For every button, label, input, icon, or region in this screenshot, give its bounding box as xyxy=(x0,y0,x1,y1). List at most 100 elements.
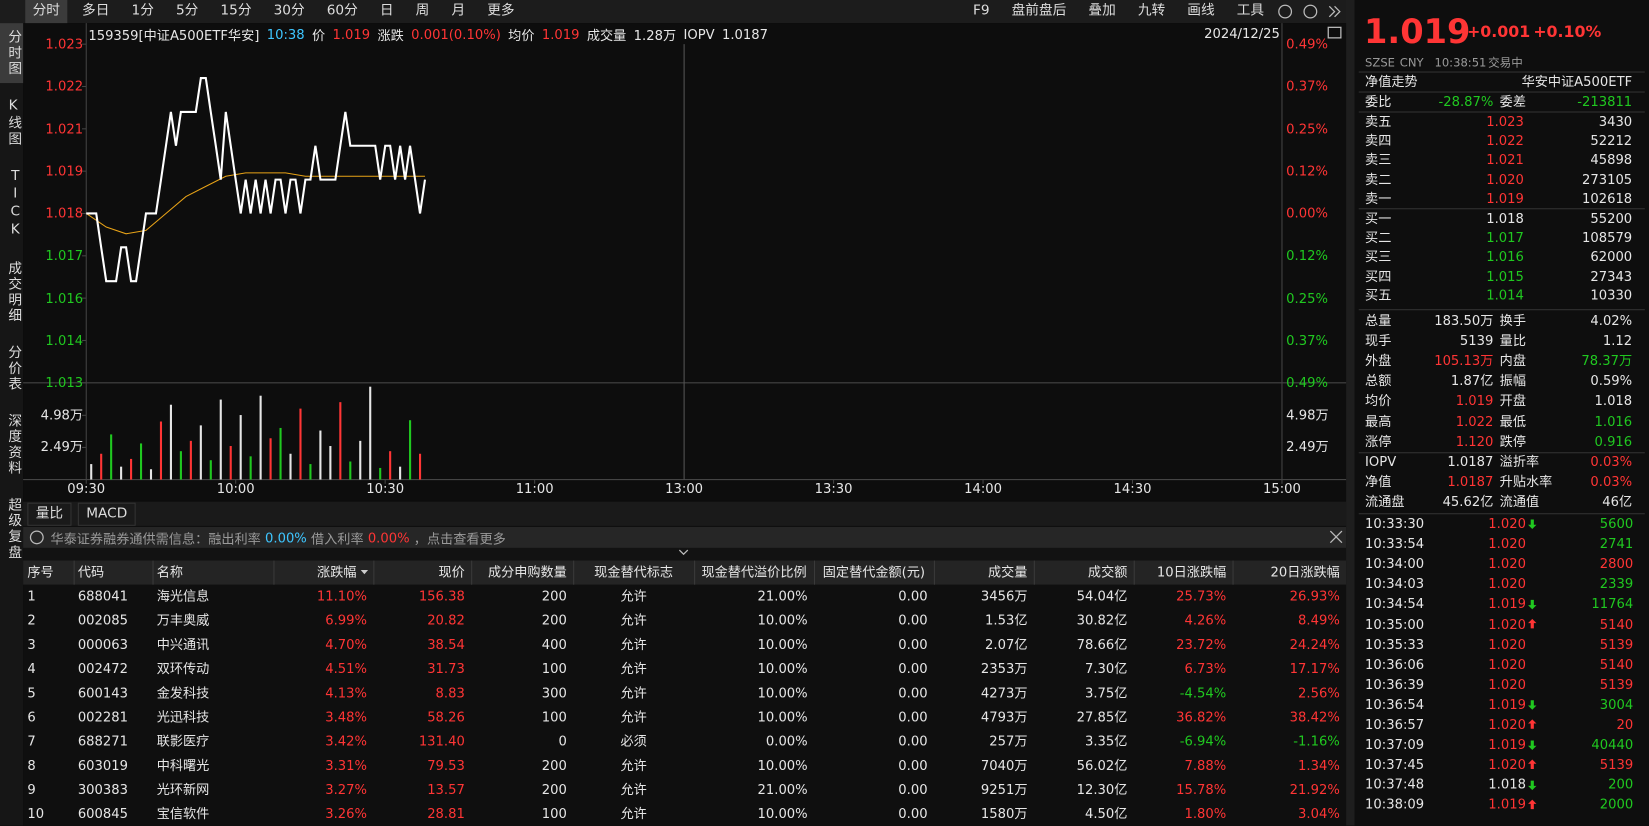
side-tab[interactable]: 成交明细 xyxy=(5,260,22,324)
quote-change-label: 涨跌 xyxy=(377,26,404,43)
period-tab[interactable]: 5分 xyxy=(175,3,199,19)
tool-button[interactable]: 叠加 xyxy=(1088,3,1116,19)
tick-volume: 2800 xyxy=(1599,555,1634,572)
table-cell: 31.73 xyxy=(427,660,465,677)
notice[interactable]: 华泰证券融券通供需信息：融出利率 0.00% 借入利率 0.00% ，点击查看更多 xyxy=(50,529,510,547)
table-cell: 10.00% xyxy=(757,757,808,773)
help-icon[interactable] xyxy=(1303,4,1318,19)
up-arrow xyxy=(1528,759,1537,769)
period-tab[interactable]: 1分 xyxy=(131,3,154,19)
table-cell: 002085 xyxy=(77,612,129,628)
close-icon[interactable] xyxy=(1329,530,1343,544)
table-cell: 2.07亿 xyxy=(985,636,1028,653)
tool-button[interactable]: 工具 xyxy=(1236,3,1265,19)
stat-value: 45.62亿 xyxy=(1442,493,1494,509)
period-tabs: 分时 多日 1分 5分 15分 30分 60分 日 周 月 更多 xyxy=(25,0,529,24)
x-tick-label: 11:00 xyxy=(515,480,554,497)
side-tab[interactable]: K线图 xyxy=(5,97,22,148)
table-cell: 允许 xyxy=(620,708,647,725)
stat-value: 1.022 xyxy=(1455,412,1494,429)
indicator-tab[interactable]: MACD xyxy=(77,502,136,526)
stat-label: 升贴水率 xyxy=(1499,473,1553,489)
y-tick-label: 1.023 xyxy=(45,35,84,52)
table-cell: 38.54 xyxy=(427,636,465,653)
collapse-icon[interactable] xyxy=(1328,5,1341,18)
tool-button[interactable]: 九转 xyxy=(1137,3,1166,19)
table-header[interactable]: 序号 xyxy=(27,563,54,580)
ratio-value: -213811 xyxy=(1577,93,1633,110)
volume-bar xyxy=(379,467,382,480)
table-cell: 36.82% xyxy=(1176,708,1227,725)
period-tab[interactable]: 日 xyxy=(379,3,394,19)
period-tab[interactable]: 30分 xyxy=(273,3,305,19)
table-header[interactable]: 成交量 xyxy=(988,563,1028,580)
table-cell: 5 xyxy=(27,684,36,701)
volume-tick-label: 2.49万 xyxy=(1286,439,1329,455)
table-header[interactable]: 20日涨跌幅 xyxy=(1270,563,1340,580)
volume-bar xyxy=(139,443,143,480)
table-header[interactable]: 成交额 xyxy=(1087,563,1128,580)
table-body-bg xyxy=(23,584,1347,826)
period-tab[interactable]: 更多 xyxy=(487,3,515,19)
separator xyxy=(1358,309,1645,311)
table-cell: 6.99% xyxy=(325,612,368,628)
book-volume: 108579 xyxy=(1581,229,1633,246)
market-time: 10:38:51 xyxy=(1434,55,1487,70)
table-header[interactable]: 名称 xyxy=(156,563,184,580)
tool-button[interactable]: 画线 xyxy=(1187,3,1215,19)
table-cell: 8.83 xyxy=(435,684,465,701)
tool-button[interactable]: F9 xyxy=(972,3,990,19)
table-cell: 0.00 xyxy=(898,733,928,749)
table-cell: 54.04亿 xyxy=(1076,587,1128,604)
expand-icon[interactable] xyxy=(678,549,689,556)
indicator-tab[interactable]: 量比 xyxy=(27,502,72,526)
volume-bar xyxy=(289,453,292,480)
table-header[interactable]: 固定替代金额(元) xyxy=(822,563,926,580)
tool-button[interactable]: 盘前盘后 xyxy=(1011,3,1067,19)
tick-price: 1.020 xyxy=(1488,716,1526,732)
table-header[interactable]: 代码 xyxy=(77,563,105,580)
period-tab[interactable]: 分时 xyxy=(25,0,68,24)
book-volume: 27343 xyxy=(1590,267,1633,284)
settings-icon[interactable] xyxy=(1278,4,1293,19)
side-tab[interactable]: 分时图 xyxy=(0,23,24,84)
export-icon[interactable] xyxy=(1327,26,1342,39)
tick-time: 10:38:09 xyxy=(1365,796,1425,813)
stat-value: 1.0187 xyxy=(1447,473,1494,489)
side-tab[interactable]: 深度资料 xyxy=(5,413,22,477)
table-header[interactable]: 10日涨跌幅 xyxy=(1156,563,1227,580)
table-header[interactable]: 现金替代标志 xyxy=(594,563,674,580)
period-tab[interactable]: 月 xyxy=(451,3,466,19)
table-cell: 10.00% xyxy=(757,636,808,653)
side-tab[interactable]: TICK xyxy=(7,168,24,240)
side-tab[interactable]: 超级复盘 xyxy=(5,497,22,561)
volume-bar xyxy=(189,440,192,480)
table-header[interactable]: 成分申购数量 xyxy=(487,563,567,580)
side-tab[interactable]: 分价表 xyxy=(5,344,22,393)
table-cell: 宝信软件 xyxy=(156,805,210,822)
column-divider xyxy=(1133,560,1135,585)
nav-link[interactable]: 净值走势 xyxy=(1365,73,1418,90)
table-cell: 海光信息 xyxy=(156,587,210,604)
table-cell: 603019 xyxy=(77,757,129,773)
period-tab[interactable]: 60分 xyxy=(326,3,358,19)
period-tab[interactable]: 多日 xyxy=(82,3,110,19)
tick-time: 10:35:33 xyxy=(1365,635,1425,652)
column-divider xyxy=(373,560,375,585)
volume-bar xyxy=(110,434,113,480)
pct-tick-label: 0.49% xyxy=(1286,374,1328,391)
period-tab[interactable]: 周 xyxy=(415,3,430,19)
table-cell: 3 xyxy=(27,636,36,653)
volume-bar xyxy=(120,466,123,480)
table-cell: 100 xyxy=(541,660,567,677)
table-header[interactable]: 涨跌幅 xyxy=(317,563,357,580)
period-tab[interactable]: 15分 xyxy=(220,3,252,19)
table-cell: 300 xyxy=(541,684,567,701)
table-header[interactable]: 现金替代溢价比例 xyxy=(701,563,807,580)
table-cell: 200 xyxy=(541,587,567,604)
book-label: 卖二 xyxy=(1365,170,1392,187)
volume-bar xyxy=(249,456,252,480)
table-cell: 26.93% xyxy=(1289,587,1340,604)
table-header[interactable]: 现价 xyxy=(438,563,465,580)
column-divider xyxy=(1232,560,1234,585)
